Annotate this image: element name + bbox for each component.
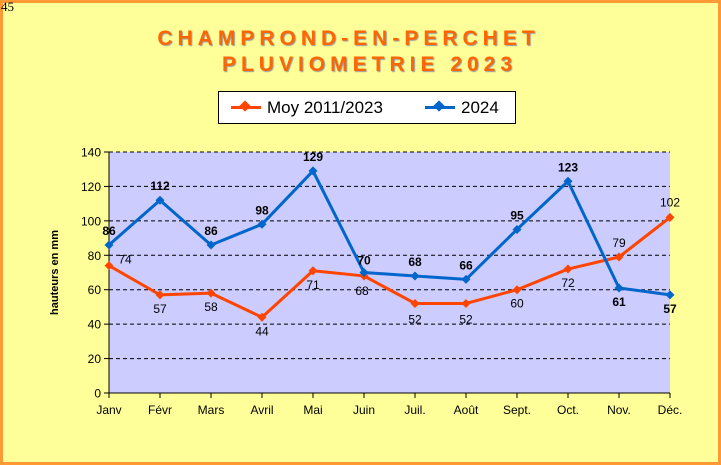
series-0-point xyxy=(563,264,573,274)
legend-swatch-moy xyxy=(231,100,261,112)
data-label-2024: 86 xyxy=(204,224,218,238)
x-tick-label: Juil. xyxy=(404,403,425,417)
data-label-2024: 129 xyxy=(303,150,323,164)
legend-swatch-2024 xyxy=(425,100,455,112)
series-1-point xyxy=(665,290,675,300)
series-0-point xyxy=(665,212,675,222)
series-0-point xyxy=(512,285,522,295)
series-0-point xyxy=(614,252,624,262)
series-1-point xyxy=(257,219,267,229)
series-1-point xyxy=(461,274,471,284)
x-tick-label: Sept. xyxy=(503,403,531,417)
series-1-point xyxy=(512,224,522,234)
data-label-2024: 123 xyxy=(558,160,578,174)
y-axis-label: hauteurs en mm xyxy=(49,230,61,315)
series-1-point xyxy=(563,176,573,186)
y-tick-label: 100 xyxy=(81,214,101,228)
series-0-point xyxy=(308,266,318,276)
x-tick-label: Oct. xyxy=(557,403,579,417)
series-1-point xyxy=(308,166,318,176)
x-tick-label: Déc. xyxy=(658,403,683,417)
x-tick-label: Janv xyxy=(96,403,121,417)
series-1-point xyxy=(104,240,114,250)
x-tick-label: Mai xyxy=(303,403,322,417)
series-0-point xyxy=(104,261,114,271)
y-tick-label: 80 xyxy=(88,249,102,263)
x-tick-label: Avril xyxy=(250,403,273,417)
series-0-point xyxy=(206,288,216,298)
chart-title-line2: PLUVIOMETRIE 2023 xyxy=(221,53,518,76)
series-line-1 xyxy=(108,169,671,297)
x-tick-label: Août xyxy=(454,403,479,417)
y-tick-label: 60 xyxy=(88,283,102,297)
data-label-2024: 70 xyxy=(357,254,371,268)
chart-legend: Moy 2011/2023 2024 xyxy=(218,91,516,124)
chart-title-line1: CHAMPROND-EN-PERCHET xyxy=(157,27,540,50)
data-label-moy: 52 xyxy=(408,312,422,326)
data-label-2024: 66 xyxy=(459,258,473,272)
series-0-point xyxy=(410,298,420,308)
data-label-moy: 79 xyxy=(612,236,626,250)
x-tick-label: Juin xyxy=(353,403,375,417)
x-tick-label: Févr xyxy=(148,403,172,417)
series-1-point xyxy=(155,195,165,205)
axes: 0 20 40 60 80 100 120 140 Janv Févr Mars Avril Mai Ju… xyxy=(81,146,682,418)
data-label-moy: 60 xyxy=(510,297,524,311)
legend-item-moy: Moy 2011/2023 xyxy=(231,92,383,123)
series-group xyxy=(104,166,675,322)
data-label-moy: 74 xyxy=(118,253,132,267)
x-tick-label: Nov. xyxy=(607,403,631,417)
y-tick-label: 120 xyxy=(81,180,101,194)
legend-label-2024: 2024 xyxy=(461,97,499,117)
y-tick-label: 140 xyxy=(81,146,101,160)
legend-item-2024: 2024 xyxy=(425,92,499,123)
data-label-moy: 72 xyxy=(561,276,575,290)
data-label-2024: 86 xyxy=(102,224,116,238)
data-labels: 74 57 58 44 71 68 52 52 60 72 79 102 86 112 86 98 129 70 6… xyxy=(102,150,680,338)
series-0-point xyxy=(461,298,471,308)
series-1-point xyxy=(206,240,216,250)
data-label-moy: 102 xyxy=(660,195,680,209)
data-label-2024: 61 xyxy=(612,295,626,309)
series-line-0 xyxy=(108,216,671,319)
plot-area xyxy=(109,152,670,393)
data-label-moy: 52 xyxy=(459,312,473,326)
series-0-point xyxy=(155,290,165,300)
data-label-moy: 68 xyxy=(355,284,369,298)
data-label-moy: 71 xyxy=(306,278,320,292)
data-label-2024: 57 xyxy=(663,302,677,316)
data-label-moy: 57 xyxy=(153,302,167,316)
data-label-moy: 44 xyxy=(255,324,269,338)
series-1-point xyxy=(410,271,420,281)
series-1-point xyxy=(359,268,369,277)
series-1-point xyxy=(614,283,624,293)
data-label-2024: 95 xyxy=(510,208,524,222)
x-tick-label: Mars xyxy=(198,403,225,417)
y-tick-label: 0 xyxy=(94,387,101,401)
data-label-2024: 98 xyxy=(255,203,269,217)
y-tick-label: 20 xyxy=(88,352,102,366)
data-label-2024: 68 xyxy=(408,255,422,269)
legend-label-moy: Moy 2011/2023 xyxy=(267,97,383,117)
data-label-2024: 112 xyxy=(150,179,170,193)
corner-label: 45 xyxy=(1,0,14,14)
data-label-moy: 58 xyxy=(204,300,218,314)
series-0-point xyxy=(257,312,267,322)
y-tick-label: 40 xyxy=(88,318,102,332)
